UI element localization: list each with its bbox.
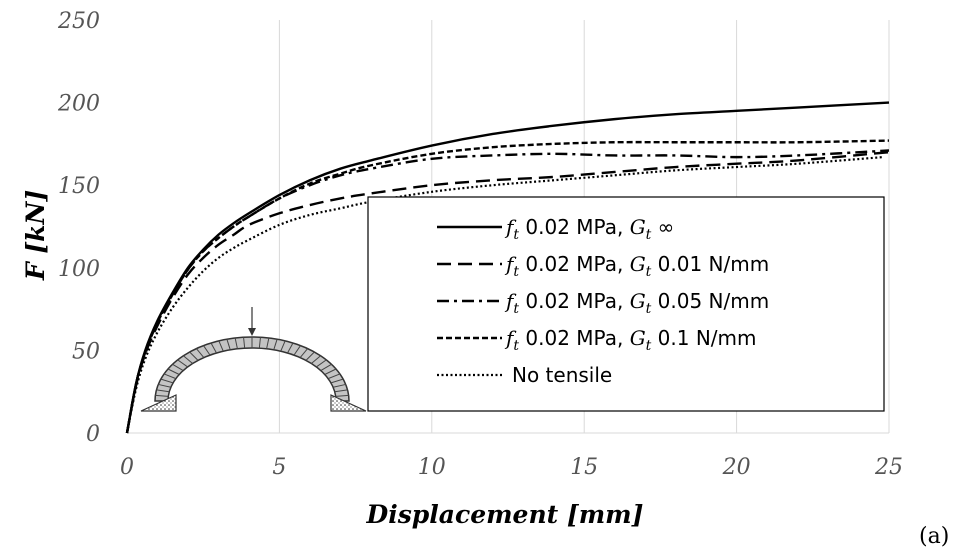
arch-joint [243, 337, 246, 349]
arch-joint [210, 342, 217, 354]
x-tick-label: 10 [418, 455, 446, 480]
y-tick-label: 0 [86, 422, 100, 447]
arch-joint [327, 373, 341, 380]
arch-joint [335, 394, 349, 397]
arch-joint [163, 373, 177, 380]
x-tick-labels: 0 5 10 15 20 25 [120, 455, 903, 480]
x-tick-label: 25 [874, 455, 903, 480]
legend-box [367, 196, 885, 412]
arch-joint [203, 345, 211, 356]
arch-joint [160, 378, 174, 384]
arch-joint [280, 340, 286, 352]
legend-label-no-tensile: No tensile [512, 363, 612, 387]
y-tick-label: 100 [58, 257, 100, 282]
arch-joint [293, 345, 301, 356]
arch-joint [324, 368, 337, 375]
arch-joint [226, 339, 231, 350]
arch-joint [172, 363, 184, 372]
panel-label: (a) [919, 524, 949, 549]
x-tick-label: 20 [722, 455, 751, 480]
arch-joint [183, 355, 193, 364]
arch-joint [218, 340, 224, 352]
arch-schematic [140, 307, 367, 412]
arch-joint [287, 342, 294, 354]
y-tick-label: 200 [57, 92, 100, 117]
arch-joint [155, 394, 169, 397]
arch-joint [273, 339, 278, 350]
x-tick-label: 5 [272, 455, 286, 480]
x-tick-label: 0 [120, 455, 134, 480]
y-tick-label: 250 [57, 9, 100, 34]
series-line-ft-g001 [125, 150, 890, 434]
arch-joint [311, 355, 321, 364]
arch-joint [305, 351, 315, 361]
legend-label-ft-g01: ft 0.02 MPa, Gt 0.1 N/mm [504, 326, 757, 354]
x-tick-label: 15 [570, 455, 598, 480]
arch-voussoirs [155, 337, 349, 397]
series-line-ft-g01 [125, 139, 890, 434]
load-arrowhead [248, 328, 256, 336]
legend-label-ft-g001: ft 0.02 MPa, Gt 0.01 N/mm [504, 252, 769, 280]
arch-joint [177, 359, 188, 368]
legend: ft 0.02 MPa, Gt ∞ ft 0.02 MPa, Gt 0.01 N/… [367, 196, 885, 412]
arch-joint [330, 378, 344, 384]
legend-label-ft-g005: ft 0.02 MPa, Gt 0.05 N/mm [504, 289, 769, 317]
arch-joint [334, 389, 348, 393]
y-tick-label: 50 [72, 339, 100, 364]
arch-joint [258, 337, 261, 349]
arch-joint [299, 348, 309, 358]
left-support [140, 394, 177, 412]
arch-joint [333, 383, 346, 388]
arch-joint [189, 351, 199, 361]
arch-joint [195, 348, 205, 358]
y-tick-labels: 0 50 100 150 200 250 [57, 9, 100, 447]
y-axis-title: F [kN] [21, 190, 50, 281]
arch-joint [167, 368, 180, 375]
x-axis-title: Displacement [mm] [366, 500, 644, 529]
arch-joint [320, 363, 332, 372]
right-support [330, 394, 367, 412]
arch-joint [266, 337, 270, 349]
series-line-no-tensile [125, 156, 883, 434]
arch-joint [234, 337, 238, 349]
arch-joint [316, 359, 327, 368]
y-tick-label: 150 [58, 174, 100, 199]
legend-label-ft-ginf: ft 0.02 MPa, Gt ∞ [504, 215, 674, 243]
arch-joint [158, 383, 171, 388]
series-line-ft-g005 [125, 149, 890, 434]
series-lines [125, 101, 890, 434]
arch-joint [156, 389, 170, 393]
